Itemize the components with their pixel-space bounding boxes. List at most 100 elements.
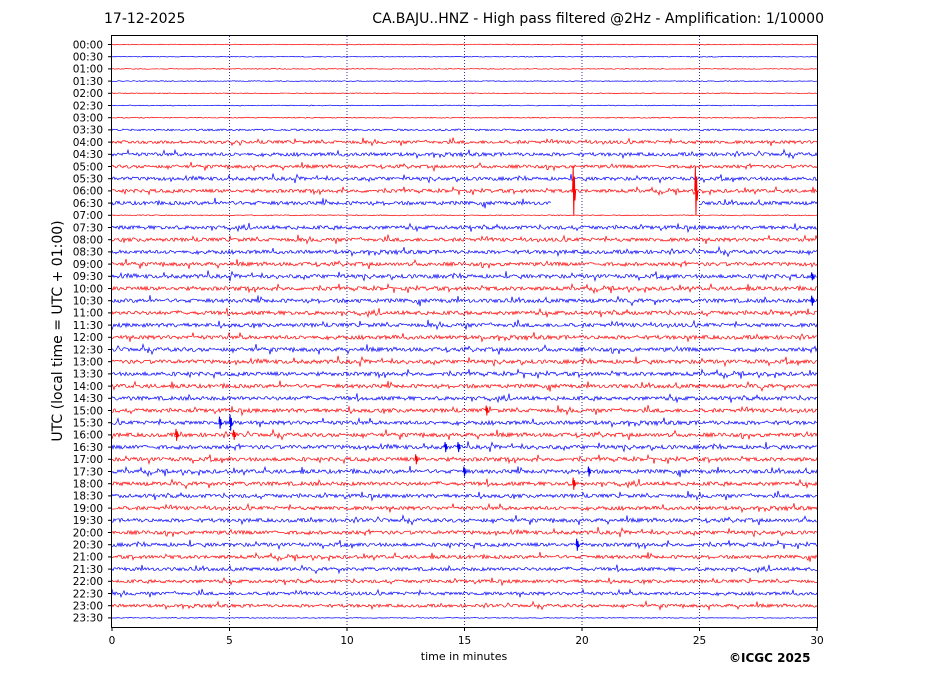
y-tick-label: 09:30 xyxy=(73,271,103,283)
trace-0030 xyxy=(111,55,818,58)
y-tick-label: 14:00 xyxy=(73,381,103,393)
trace-1600 xyxy=(111,428,818,441)
y-tick-label: 22:30 xyxy=(73,588,103,600)
x-tick-label: 25 xyxy=(693,635,706,647)
trace-group xyxy=(111,43,818,619)
y-tick-label: 07:00 xyxy=(73,210,103,222)
event-spike xyxy=(174,428,179,441)
x-tick-label: 20 xyxy=(575,635,588,647)
y-tick-label: 12:00 xyxy=(73,332,103,344)
y-tick-label: 17:00 xyxy=(73,454,103,466)
y-tick-label: 16:30 xyxy=(73,442,103,454)
plot-frame xyxy=(111,35,818,628)
y-tick-label: 03:30 xyxy=(73,125,103,137)
x-tick-label: 5 xyxy=(226,635,233,647)
event-spike xyxy=(218,416,223,429)
y-tick-label: 11:30 xyxy=(73,320,103,332)
y-tick-label: 14:30 xyxy=(73,393,103,405)
y-tick-label: 19:00 xyxy=(73,503,103,515)
x-axis-label: time in minutes xyxy=(421,650,508,663)
trace-1200 xyxy=(111,331,818,343)
y-tick-label: 17:30 xyxy=(73,466,103,478)
trace-0700 xyxy=(111,214,818,217)
trace-1500 xyxy=(111,405,818,417)
trace-2300 xyxy=(111,599,818,611)
y-tick-group: 00:0000:3001:0001:3002:0002:3003:0003:30… xyxy=(73,39,112,625)
y-tick-label: 07:30 xyxy=(73,222,103,234)
trace-0500 xyxy=(111,161,818,173)
y-tick-label: 13:30 xyxy=(73,369,103,381)
y-tick-label: 18:00 xyxy=(73,479,103,491)
y-tick-label: 22:00 xyxy=(73,576,103,588)
y-axis-label: UTC (local time = UTC + 01:00) xyxy=(50,220,66,441)
x-tick-label: 15 xyxy=(458,635,471,647)
y-tick-label: 01:30 xyxy=(73,76,103,88)
trace-2000 xyxy=(111,526,818,538)
y-tick-label: 21:00 xyxy=(73,552,103,564)
y-tick-label: 15:30 xyxy=(73,418,103,430)
y-tick-label: 10:00 xyxy=(73,283,103,295)
y-tick-label: 02:30 xyxy=(73,100,103,112)
y-tick-label: 08:00 xyxy=(73,235,103,247)
y-tick-label: 20:00 xyxy=(73,527,103,539)
trace-1330 xyxy=(111,368,818,380)
y-tick-label: 21:30 xyxy=(73,564,103,576)
trace-1900 xyxy=(111,502,818,514)
y-tick-label: 01:00 xyxy=(73,64,103,76)
trace-2130 xyxy=(111,564,818,575)
date-label: 17-12-2025 xyxy=(104,11,186,27)
event-spike xyxy=(587,466,592,477)
event-spike xyxy=(462,466,467,477)
trace-0630 xyxy=(111,197,818,209)
event-spike xyxy=(572,477,577,490)
y-tick-label: 18:30 xyxy=(73,491,103,503)
trace-0600 xyxy=(111,185,818,197)
trace-2030 xyxy=(111,539,818,551)
trace-2200 xyxy=(111,576,818,587)
trace-1430 xyxy=(111,393,818,404)
y-tick-label: 03:00 xyxy=(73,113,103,125)
x-tick-label: 10 xyxy=(340,635,353,647)
y-tick-label: 05:00 xyxy=(73,161,103,173)
trace-0430 xyxy=(111,148,818,160)
event-spike xyxy=(694,166,699,215)
y-tick-label: 06:00 xyxy=(73,186,103,198)
trace-1530 xyxy=(111,417,818,429)
y-tick-label: 00:00 xyxy=(73,39,103,51)
y-tick-label: 06:30 xyxy=(73,198,103,210)
y-tick-label: 12:30 xyxy=(73,344,103,356)
y-tick-label: 05:30 xyxy=(73,174,103,186)
event-spike xyxy=(414,454,419,465)
event-spike xyxy=(456,442,461,453)
y-tick-label: 20:30 xyxy=(73,540,103,552)
y-tick-label: 15:00 xyxy=(73,405,103,417)
chart-title: CA.BAJU..HNZ - High pass filtered @2Hz -… xyxy=(372,11,824,27)
y-tick-label: 11:00 xyxy=(73,308,103,320)
event-spike xyxy=(444,442,448,453)
event-spike xyxy=(228,414,233,431)
event-spike xyxy=(810,295,815,306)
trace-0100 xyxy=(111,68,818,70)
y-tick-label: 04:00 xyxy=(73,137,103,149)
event-spike xyxy=(572,166,577,215)
trace-0000 xyxy=(111,43,818,46)
event-spike xyxy=(575,538,580,551)
trace-0800 xyxy=(111,234,818,245)
y-tick-label: 00:30 xyxy=(73,52,103,64)
y-tick-label: 10:30 xyxy=(73,296,103,308)
event-spike xyxy=(810,272,815,281)
x-tick-label: 30 xyxy=(810,635,823,647)
y-tick-label: 23:30 xyxy=(73,613,103,625)
y-tick-label: 08:30 xyxy=(73,247,103,259)
trace-1300 xyxy=(111,355,818,368)
trace-2100 xyxy=(111,551,818,563)
trace-1230 xyxy=(111,343,818,356)
y-tick-label: 02:00 xyxy=(73,88,103,100)
trace-0730 xyxy=(111,222,818,234)
y-tick-label: 16:00 xyxy=(73,430,103,442)
y-tick-label: 19:30 xyxy=(73,515,103,527)
y-tick-label: 23:00 xyxy=(73,601,103,613)
trace-1400 xyxy=(111,380,818,392)
